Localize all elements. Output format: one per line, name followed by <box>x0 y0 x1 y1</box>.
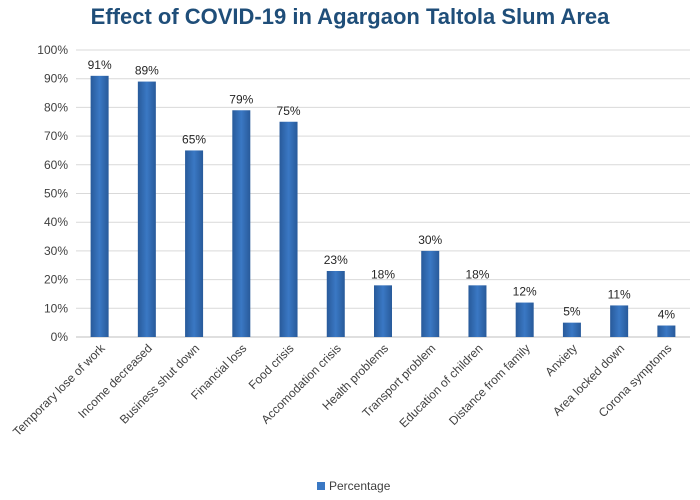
data-labels: 91% 89% 65% 79% 75% 23% 18% 30% 18% 12% 5% 11% 4% <box>88 58 676 322</box>
bars <box>90 75 676 338</box>
bar <box>468 285 487 337</box>
bar <box>421 250 440 337</box>
legend-swatch <box>317 482 325 490</box>
bar <box>657 325 676 337</box>
x-tick-label: Distance from family <box>446 341 533 428</box>
x-tick-label: Anxiety <box>542 341 580 379</box>
bar <box>326 270 345 337</box>
y-tick-label: 20% <box>44 273 68 287</box>
data-label: 30% <box>418 233 442 247</box>
data-label: 5% <box>563 305 581 319</box>
legend: Percentage <box>317 479 391 493</box>
bar <box>185 150 204 337</box>
data-label: 23% <box>324 253 348 267</box>
data-label: 75% <box>277 104 301 118</box>
y-tick-label: 30% <box>44 244 68 258</box>
y-tick-label: 90% <box>44 72 68 86</box>
y-tick-label: 10% <box>44 301 68 315</box>
legend-label: Percentage <box>329 479 391 493</box>
y-tick-label: 80% <box>44 100 68 114</box>
bar <box>374 285 392 337</box>
x-tick-label: Accomodation crisis <box>259 341 344 426</box>
y-tick-label: 50% <box>44 187 68 201</box>
x-tick-label: Business shut down <box>117 341 202 426</box>
y-axis: 0% 10% 20% 30% 40% 50% 60% 70% 80% 90% 100% <box>37 43 68 344</box>
bar <box>232 110 251 338</box>
data-label: 79% <box>229 92 253 106</box>
x-tick-label: Temporary lose of work <box>10 341 108 439</box>
x-tick-label: Food crisis <box>246 341 297 392</box>
bar <box>562 322 581 337</box>
x-tick-label: Education of children <box>396 341 485 430</box>
data-label: 18% <box>371 267 395 281</box>
grid <box>76 49 690 338</box>
data-label: 65% <box>182 132 206 146</box>
data-label: 12% <box>513 285 537 299</box>
bar <box>279 121 298 337</box>
data-label: 11% <box>608 287 631 301</box>
y-tick-label: 70% <box>44 129 68 143</box>
y-tick-label: 100% <box>37 43 68 57</box>
bar <box>137 81 156 337</box>
y-tick-label: 0% <box>51 330 69 344</box>
data-label: 89% <box>135 64 159 78</box>
bar <box>90 75 109 337</box>
chart-title: Effect of COVID-19 in Agargaon Taltola S… <box>91 4 610 29</box>
bar <box>515 302 534 337</box>
y-tick-label: 60% <box>44 158 68 172</box>
data-label: 18% <box>465 267 489 281</box>
y-tick-label: 40% <box>44 215 68 229</box>
bar <box>610 305 629 337</box>
data-label: 4% <box>658 308 676 322</box>
data-label: 91% <box>88 58 112 72</box>
